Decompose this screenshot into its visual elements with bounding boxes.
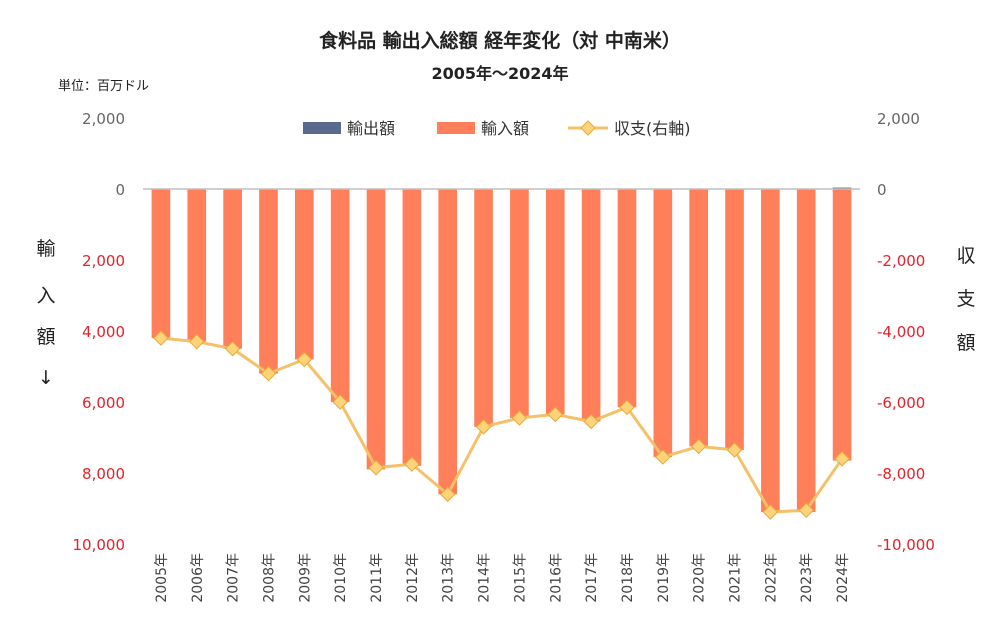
left-axis-char: 輸 xyxy=(36,238,55,260)
right-tick-label: -10,000 xyxy=(877,536,935,554)
balance-point xyxy=(834,451,850,467)
left-tick-label: 2,000 xyxy=(82,252,125,270)
x-tick-label: 2020年 xyxy=(692,553,708,603)
legend-label-export: 輸出額 xyxy=(347,119,395,138)
x-tick-label: 2006年 xyxy=(190,553,206,603)
legend-label-balance: 収支(右軸) xyxy=(614,119,691,138)
balance-point xyxy=(404,456,420,472)
x-tick-label: 2009年 xyxy=(297,553,313,603)
x-tick-label: 2021年 xyxy=(728,553,744,603)
legend: 輸出額 輸入額 収支(右軸) xyxy=(303,119,691,138)
balance-point xyxy=(690,438,707,455)
right-axis-char: 支 xyxy=(956,288,975,310)
legend-label-import: 輸入額 xyxy=(481,119,529,138)
legend-swatch-import xyxy=(437,122,475,134)
x-tick-label: 2007年 xyxy=(226,553,242,603)
import-bar xyxy=(223,189,242,349)
balance-point xyxy=(260,365,277,382)
x-tick-label: 2018年 xyxy=(620,553,636,603)
balance-point xyxy=(798,502,815,519)
left-axis-char: 入 xyxy=(36,285,55,307)
bars xyxy=(151,187,852,513)
balance-point xyxy=(332,394,348,410)
balance-point xyxy=(762,504,779,520)
import-bar xyxy=(474,189,493,427)
x-tick-label: 2023年 xyxy=(799,553,815,603)
import-bar xyxy=(510,189,529,418)
import-bar xyxy=(653,189,673,458)
import-bar xyxy=(330,189,350,402)
right-tick-label: 0 xyxy=(877,181,887,199)
balance-point xyxy=(188,333,205,350)
balance-point xyxy=(583,413,599,430)
x-tick-label: 2010年 xyxy=(333,553,349,603)
right-tick-label: -6,000 xyxy=(877,394,925,412)
legend-swatch-export xyxy=(303,122,341,134)
left-tick-label: 4,000 xyxy=(82,323,125,341)
right-tick-label: 2,000 xyxy=(877,110,920,128)
balance-point xyxy=(153,330,169,346)
legend-marker-balance xyxy=(580,120,596,136)
left-tick-label: 2,000 xyxy=(82,110,125,128)
left-axis-label: 輸 入 額 ↓ xyxy=(36,238,55,389)
left-axis-char: ↓ xyxy=(38,367,54,389)
import-bar xyxy=(725,189,744,450)
import-bar xyxy=(259,189,278,374)
left-axis-char: 額 xyxy=(36,326,55,348)
balance-point xyxy=(619,399,635,416)
x-tick-label: 2012年 xyxy=(405,553,421,603)
import-bar xyxy=(151,189,171,339)
balance-series xyxy=(153,330,850,520)
balance-point xyxy=(511,410,528,426)
balance-point xyxy=(296,351,313,368)
x-tick-label: 2022年 xyxy=(763,553,779,603)
x-tick-label: 2005年 xyxy=(154,553,170,603)
right-tick-label: -4,000 xyxy=(877,323,925,341)
left-axis-ticks: 2,000 0 2,000 4,000 6,000 8,000 10,000 xyxy=(73,110,126,554)
right-axis-char: 収 xyxy=(956,245,975,267)
right-axis-ticks: 2,000 0 -2,000 -4,000 -6,000 -8,000 -10,000 xyxy=(877,110,935,554)
x-tick-label: 2017年 xyxy=(584,553,600,603)
import-bar xyxy=(689,189,708,447)
import-bar xyxy=(761,189,780,513)
x-tick-label: 2016年 xyxy=(548,553,564,603)
balance-point xyxy=(655,449,671,465)
x-tick-label: 2014年 xyxy=(477,553,493,603)
chart-subtitle: 2005年～2024年 xyxy=(431,64,568,83)
balance-point xyxy=(547,406,564,423)
balance-point xyxy=(368,459,384,476)
x-tick-label: 2008年 xyxy=(261,553,277,603)
left-tick-label: 10,000 xyxy=(73,536,126,554)
left-tick-label: 8,000 xyxy=(82,465,125,483)
import-bar xyxy=(617,189,637,408)
import-bar xyxy=(295,189,314,360)
import-bar xyxy=(438,189,458,495)
balance-point xyxy=(439,486,456,503)
left-tick-label: 6,000 xyxy=(82,394,125,412)
balance-point xyxy=(475,419,492,435)
import-bar xyxy=(832,189,852,461)
import-bar xyxy=(796,189,816,513)
balance-point xyxy=(726,442,743,458)
import-bar xyxy=(581,189,601,422)
import-bar xyxy=(545,189,565,415)
right-tick-label: -2,000 xyxy=(877,252,925,270)
x-tick-label: 2013年 xyxy=(441,553,457,603)
left-tick-label: 0 xyxy=(115,181,125,199)
x-tick-label: 2011年 xyxy=(369,553,385,603)
import-bar xyxy=(402,189,422,466)
x-tick-label: 2024年 xyxy=(835,553,851,603)
x-axis-ticks: 2005年 2006年 2007年 2008年 2009年 2010年 2011年 2012年… xyxy=(154,553,851,603)
chart-title: 食料品 輸出入総額 経年変化（対 中南米） xyxy=(319,29,681,52)
unit-label: 単位：百万ドル xyxy=(58,78,149,94)
x-tick-label: 2019年 xyxy=(656,553,672,603)
import-bar xyxy=(366,189,386,470)
balance-point xyxy=(224,340,241,357)
x-tick-label: 2015年 xyxy=(512,553,528,603)
right-tick-label: -8,000 xyxy=(877,465,925,483)
right-axis-char: 額 xyxy=(956,332,975,354)
right-axis-label: 収 支 額 xyxy=(956,245,975,354)
import-bar xyxy=(187,189,207,342)
